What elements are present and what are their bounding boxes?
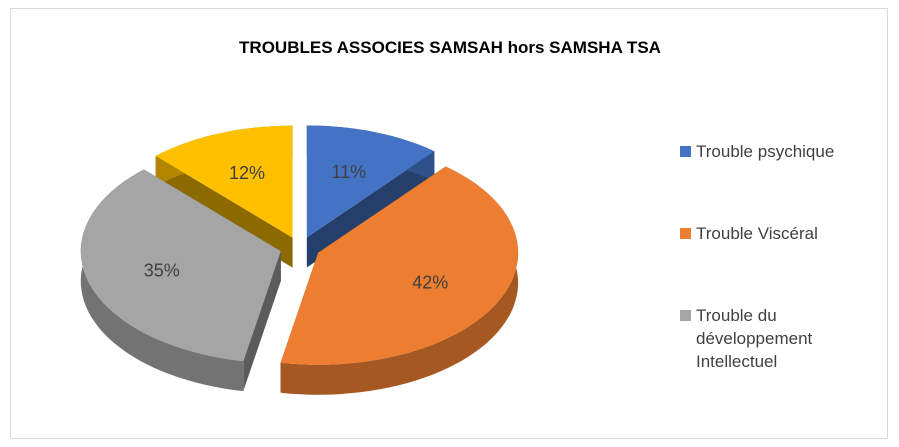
data-label: 42% — [412, 272, 448, 292]
slice — [155, 125, 293, 238]
slice — [280, 166, 519, 365]
slice: 35% — [80, 169, 281, 392]
slice — [80, 169, 281, 362]
slice: 11% — [306, 125, 435, 268]
legend-swatch — [680, 310, 691, 321]
data-label: 35% — [144, 260, 180, 280]
legend-item: Trouble du développement Intellectuel — [680, 304, 870, 386]
slice — [306, 125, 435, 238]
legend-swatch — [680, 146, 691, 157]
slice-side — [280, 166, 519, 395]
data-label: 11% — [331, 162, 366, 182]
legend-swatch — [680, 228, 691, 239]
legend: Trouble psychique Trouble Viscéral Trouble… — [680, 140, 870, 386]
slice: 42% — [280, 166, 519, 395]
slice-side — [80, 169, 244, 392]
data-label: 12% — [229, 163, 265, 183]
legend-label: Trouble psychique — [696, 142, 835, 161]
chart-frame — [10, 8, 888, 439]
legend-item: Trouble psychique — [680, 140, 870, 222]
legend-label: Trouble du développement Intellectuel — [696, 306, 813, 371]
slice-side — [243, 251, 281, 392]
chart-title: TROUBLES ASSOCIES SAMSAH hors SAMSHA TSA — [239, 38, 661, 57]
slice-side — [306, 151, 435, 268]
legend-item: Trouble Viscéral — [680, 222, 870, 304]
legend-label: Trouble Viscéral — [696, 224, 818, 243]
